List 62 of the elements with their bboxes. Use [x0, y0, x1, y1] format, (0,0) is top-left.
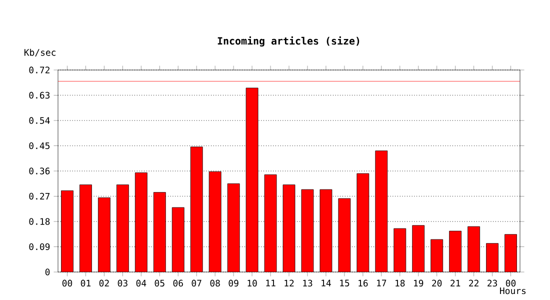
x-tick-label: 22 [469, 280, 478, 286]
x-tick-label: 12 [284, 280, 294, 286]
x-tick-label: 01 [80, 280, 91, 287]
bar [98, 197, 110, 272]
bar [338, 198, 351, 272]
x-tick-label: 07 [192, 280, 202, 287]
x-tick-label: 06 [173, 280, 183, 287]
bar [134, 172, 148, 272]
bar [172, 207, 184, 272]
y-tick-label: 0.27 [29, 192, 50, 200]
x-tick-label: 11 [266, 280, 276, 286]
bar [486, 243, 498, 272]
bar [208, 171, 222, 272]
y-tick-label: 0.54 [29, 117, 50, 124]
x-tick-label: 17 [377, 280, 386, 286]
x-tick-label: 16 [358, 280, 368, 287]
bar [246, 88, 258, 272]
bar [430, 239, 444, 272]
bar [320, 189, 332, 272]
y-tick-label: 0.36 [29, 168, 50, 174]
x-tick-label: 00 [62, 280, 72, 287]
x-tick-label: 15 [340, 280, 350, 286]
bar [282, 184, 296, 272]
bar [449, 230, 462, 272]
x-tick-label: 23 [488, 280, 497, 287]
bar [153, 192, 166, 272]
bar [264, 174, 277, 272]
bar [116, 184, 129, 272]
bar [412, 225, 425, 272]
bar [61, 190, 74, 272]
y-tick-label: 0.72 [29, 66, 50, 74]
chart-title: Incoming articles (size) [218, 36, 360, 47]
x-tick-label: 10 [248, 280, 257, 287]
bar [468, 226, 480, 272]
bar [301, 189, 314, 272]
x-tick-label: 14 [322, 280, 331, 286]
bar [375, 150, 388, 272]
y-tick-label: 0.09 [29, 243, 50, 250]
x-axis-title: Hours [500, 287, 526, 294]
x-tick-label: 03 [118, 280, 128, 287]
bar [227, 183, 240, 272]
bar [356, 173, 370, 272]
x-tick-label: 04 [136, 280, 146, 287]
bar [190, 146, 203, 272]
x-tick-label: 20 [432, 280, 442, 287]
y-tick-label: 0.45 [29, 142, 50, 150]
x-tick-label: 02 [99, 280, 109, 287]
y-tick-label: 0 [45, 268, 50, 276]
x-tick-label: 00 [506, 280, 516, 287]
x-tick-label: 13 [303, 280, 312, 287]
x-tick-label: 05 [154, 280, 164, 287]
x-tick-label: 08 [210, 280, 220, 287]
x-tick-label: 18 [396, 280, 405, 287]
y-axis-title: Kb/sec [24, 48, 56, 57]
y-tick-label: 0.18 [29, 218, 50, 225]
y-tick-label: 0.63 [29, 92, 50, 99]
x-tick-label: 09 [228, 280, 238, 287]
bar [394, 228, 406, 272]
x-tick-label: 19 [414, 280, 424, 287]
bar [80, 184, 92, 272]
bar [504, 234, 517, 272]
x-tick-label: 21 [450, 280, 460, 286]
